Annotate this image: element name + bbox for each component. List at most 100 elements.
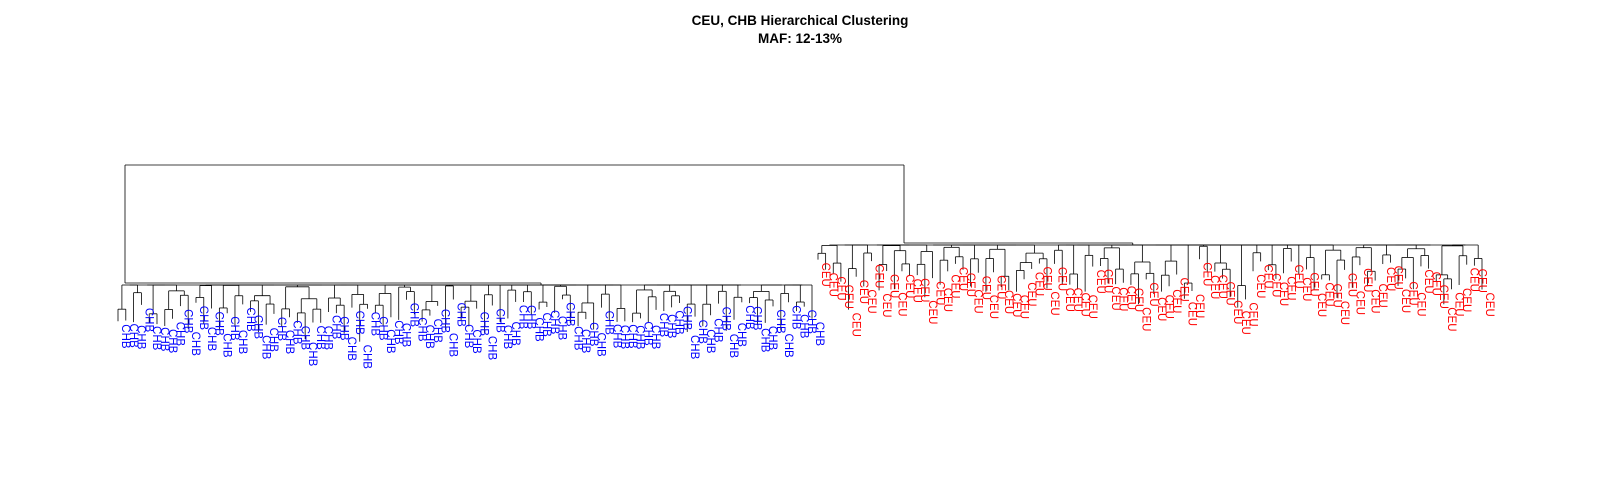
leaf-label-ceu: CEU bbox=[1185, 302, 1197, 326]
leaf-label-chb: CHB bbox=[766, 326, 778, 351]
leaf-label-chb: CHB bbox=[337, 316, 349, 341]
leaf-label-chb: CHB bbox=[392, 320, 404, 345]
leaf-label-chb: CHB bbox=[540, 313, 552, 338]
leaf-label-chb: CHB bbox=[610, 324, 622, 349]
leaf-label-chb: CHB bbox=[174, 322, 186, 347]
leaf-label-chb: CHB bbox=[275, 317, 287, 342]
leaf-label-chb: CHB bbox=[135, 325, 147, 350]
leaf-label-ceu: CEU bbox=[1056, 267, 1068, 291]
leaf-label-chb: CHB bbox=[595, 332, 607, 357]
leaf-label-ceu: CEU bbox=[1307, 272, 1319, 296]
leaf-label-ceu: CEU bbox=[1460, 288, 1472, 312]
leaf-label-ceu: CEU bbox=[1384, 267, 1396, 291]
leaf-label-ceu: CEU bbox=[1399, 289, 1411, 313]
leaf-label-chb: CHB bbox=[696, 320, 708, 345]
leaf-label-ceu: CEU bbox=[1407, 281, 1419, 305]
leaf-label-chb: CHB bbox=[587, 322, 599, 347]
leaf-label-chb: CHB bbox=[680, 306, 692, 331]
leaf-label-ceu: CEU bbox=[1170, 289, 1182, 313]
leaf-label-chb: CHB bbox=[626, 324, 638, 349]
leaf-label-ceu: CEU bbox=[1468, 268, 1480, 292]
leaf-label-chb: CHB bbox=[369, 312, 381, 337]
leaf-label-ceu: CEU bbox=[880, 293, 892, 317]
leaf-label-chb: CHB bbox=[236, 330, 248, 355]
leaf-label-chb: CHB bbox=[353, 311, 365, 336]
leaf-label-chb: CHB bbox=[524, 305, 536, 330]
leaf-label-ceu: CEU bbox=[1017, 295, 1029, 319]
leaf-label-chb: CHB bbox=[306, 342, 318, 367]
leaf-label-chb: CHB bbox=[158, 327, 170, 352]
leaf-label-chb: CHB bbox=[649, 325, 661, 350]
leaf-label-chb: CHB bbox=[665, 314, 677, 339]
leaf-label-ceu: CEU bbox=[1239, 311, 1251, 335]
leaf-label-ceu: CEU bbox=[911, 279, 923, 303]
leaf-label-chb: CHB bbox=[774, 309, 786, 334]
leaf-label-ceu: CEU bbox=[956, 267, 968, 291]
leaf-label-chb: CHB bbox=[127, 324, 139, 349]
leaf-label-ceu: CEU bbox=[1292, 265, 1304, 289]
leaf-label-chb: CHB bbox=[314, 325, 326, 350]
leaf-label-chb: CHB bbox=[712, 318, 724, 343]
leaf-label-chb: CHB bbox=[509, 321, 521, 346]
leaf-label-ceu: CEU bbox=[964, 273, 976, 297]
leaf-label-chb: CHB bbox=[376, 316, 388, 341]
leaf-label-ceu: CEU bbox=[933, 281, 945, 305]
leaf-label-chb: CHB bbox=[431, 319, 443, 344]
leaf-label-chb: CHB bbox=[641, 321, 653, 346]
leaf-label-ceu: CEU bbox=[1437, 285, 1449, 309]
leaf-label-chb: CHB bbox=[704, 329, 716, 354]
leaf-label-chb: CHB bbox=[751, 306, 763, 331]
leaf-label-chb: CHB bbox=[259, 335, 271, 360]
leaf-label-ceu: CEU bbox=[979, 276, 991, 300]
leaf-label-ceu: CEU bbox=[1224, 281, 1236, 305]
leaf-label-ceu: CEU bbox=[1025, 282, 1037, 306]
leaf-label-chb: CHB bbox=[400, 323, 412, 348]
leaf-label-ceu: CEU bbox=[1483, 292, 1495, 316]
leaf-label-chb: CHB bbox=[478, 312, 490, 337]
leaf-label-ceu: CEU bbox=[1216, 275, 1228, 299]
leaf-label-ceu: CEU bbox=[1315, 293, 1327, 317]
leaf-label-chb: CHB bbox=[493, 308, 505, 333]
leaf-label-chb: CHB bbox=[634, 325, 646, 350]
leaf-label-ceu: CEU bbox=[972, 289, 984, 313]
leaf-label-chb: CHB bbox=[150, 326, 162, 351]
leaf-label-chb: CHB bbox=[119, 324, 131, 349]
leaf-label-chb: CHB bbox=[790, 305, 802, 330]
leaf-label-ceu: CEU bbox=[1430, 272, 1442, 296]
leaf-label-ceu: CEU bbox=[850, 313, 862, 337]
leaf-label-ceu: CEU bbox=[1445, 307, 1457, 331]
leaf-label-ceu: CEU bbox=[1162, 295, 1174, 319]
leaf-label-ceu: CEU bbox=[1285, 276, 1297, 300]
leaf-label-ceu: CEU bbox=[1193, 294, 1205, 318]
leaf-label-chb: CHB bbox=[602, 311, 614, 336]
leaf-label-chb: CHB bbox=[189, 332, 201, 357]
leaf-label-ceu: CEU bbox=[1452, 292, 1464, 316]
leaf-label-chb: CHB bbox=[688, 335, 700, 360]
leaf-label-chb: CHB bbox=[415, 317, 427, 342]
leaf-label-chb: CHB bbox=[719, 307, 731, 332]
leaf-label-chb: CHB bbox=[618, 325, 630, 350]
leaf-label-ceu: CEU bbox=[1033, 272, 1045, 296]
leaf-label-ceu: CEU bbox=[1353, 291, 1365, 315]
leaf-label-chb: CHB bbox=[267, 328, 279, 353]
leaf-label-chb: CHB bbox=[501, 325, 513, 350]
leaf-label-ceu: CEU bbox=[1330, 283, 1342, 307]
leaf-label-ceu: CEU bbox=[1269, 273, 1281, 297]
leaf-label-chb: CHB bbox=[252, 315, 264, 340]
leaf-label-chb: CHB bbox=[213, 311, 225, 336]
leaf-label-ceu: CEU bbox=[1132, 288, 1144, 312]
leaf-label-ceu: CEU bbox=[1048, 291, 1060, 315]
leaf-label-ceu: CEU bbox=[819, 263, 831, 287]
leaf-label-chb: CHB bbox=[142, 308, 154, 333]
leaf-label-chb: CHB bbox=[805, 310, 817, 335]
leaf-label-ceu: CEU bbox=[1124, 286, 1136, 310]
leaf-label-chb: CHB bbox=[361, 345, 373, 370]
leaf-label-ceu: CEU bbox=[1109, 286, 1121, 310]
leaf-label-ceu: CEU bbox=[995, 275, 1007, 299]
leaf-label-chb: CHB bbox=[345, 337, 357, 362]
title-block: CEU, CHB Hierarchical Clustering MAF: 12… bbox=[0, 12, 1600, 48]
leaf-label-ceu: CEU bbox=[1246, 302, 1258, 326]
leaf-label-ceu: CEU bbox=[1101, 269, 1113, 293]
leaf-label-chb: CHB bbox=[657, 313, 669, 338]
leaf-label-chb: CHB bbox=[813, 322, 825, 347]
